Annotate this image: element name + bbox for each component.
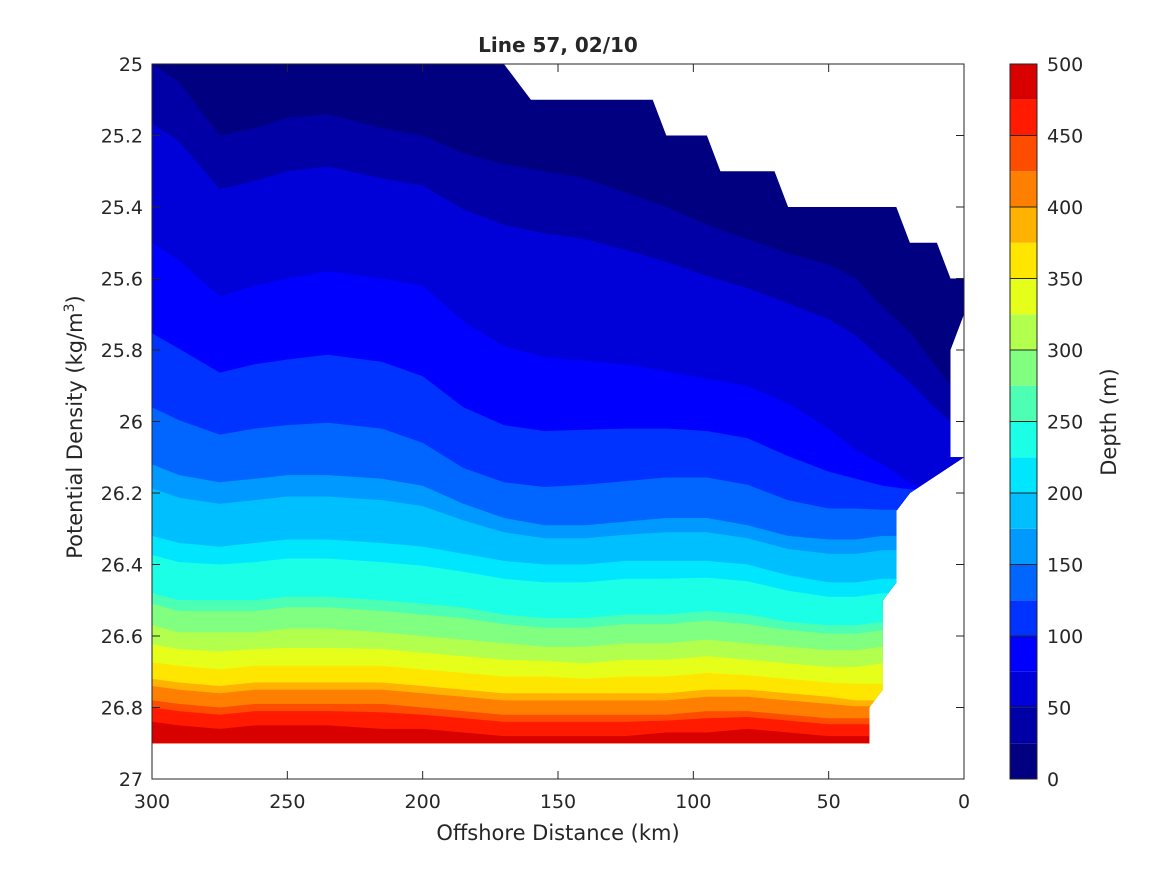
y-tick-label: 26.6 bbox=[101, 626, 143, 648]
colorbar-segment bbox=[1010, 528, 1037, 565]
x-tick-label: 200 bbox=[405, 791, 441, 813]
colorbar-tick-label: 100 bbox=[1047, 626, 1083, 648]
colorbar-segment bbox=[1010, 135, 1037, 172]
x-axis-label: Offshore Distance (km) bbox=[436, 821, 679, 845]
chart-title: Line 57, 02/10 bbox=[478, 33, 638, 57]
x-tick-label: 250 bbox=[269, 791, 305, 813]
colorbar-segment bbox=[1010, 99, 1037, 136]
x-tick-label: 0 bbox=[958, 791, 970, 813]
colorbar-segment bbox=[1010, 350, 1037, 386]
x-tick-label: 50 bbox=[817, 791, 841, 813]
colorbar-label: Depth (m) bbox=[1097, 368, 1121, 475]
colorbar-segment bbox=[1010, 242, 1037, 279]
y-axis-label-tail: ) bbox=[63, 295, 87, 303]
colorbar-segment bbox=[1010, 421, 1037, 458]
x-tick-label: 300 bbox=[134, 791, 170, 813]
colorbar-tick-label: 150 bbox=[1047, 555, 1083, 577]
colorbar-tick-label: 500 bbox=[1047, 54, 1083, 76]
contour-band-11 bbox=[152, 721, 964, 744]
y-tick-label: 26 bbox=[119, 412, 143, 434]
y-axis-label-superscript: 3 bbox=[62, 303, 78, 312]
y-tick-label: 26.2 bbox=[101, 483, 143, 505]
x-axis: 300 250 200 150 100 50 0 bbox=[134, 64, 970, 813]
y-axis-label: Potential Density (kg/m3) bbox=[62, 295, 87, 559]
colorbar-segment bbox=[1010, 457, 1037, 493]
colorbar-segment bbox=[1010, 564, 1037, 601]
y-tick-label: 26.4 bbox=[101, 555, 143, 577]
x-tick-label: 150 bbox=[540, 791, 576, 813]
colorbar-segment bbox=[1010, 278, 1037, 315]
colorbar-segment bbox=[1010, 600, 1037, 636]
colorbar-segment bbox=[1010, 171, 1037, 207]
colorbar-tick-label: 250 bbox=[1047, 412, 1083, 434]
y-tick-label: 26.8 bbox=[101, 698, 143, 720]
colorbar-tick-label: 200 bbox=[1047, 483, 1083, 505]
y-tick-label: 25.8 bbox=[101, 340, 143, 362]
colorbar-segment bbox=[1010, 707, 1037, 744]
colorbar-segment bbox=[1010, 385, 1037, 422]
y-tick-label: 27 bbox=[119, 769, 143, 791]
y-tick-label: 25.4 bbox=[101, 197, 143, 219]
colorbar-tick-label: 450 bbox=[1047, 126, 1083, 148]
colorbar-tick-label: 50 bbox=[1047, 698, 1071, 720]
y-axis: 25 25.2 25.4 25.6 25.8 26 26.2 26.4 26.6 26.8 27 bbox=[101, 54, 964, 791]
y-tick-label: 25.2 bbox=[101, 126, 143, 148]
colorbar-segment bbox=[1010, 743, 1037, 779]
colorbar-segment bbox=[1010, 671, 1037, 708]
colorbar-segment bbox=[1010, 314, 1037, 350]
colorbar-tick-label: 300 bbox=[1047, 340, 1083, 362]
y-axis-label-main: Potential Density (kg/m bbox=[63, 312, 87, 558]
y-tick-label: 25.6 bbox=[101, 269, 143, 291]
colorbar-tick-label: 0 bbox=[1047, 769, 1059, 791]
colorbar-tick-label: 350 bbox=[1047, 269, 1083, 291]
colorbar: 0 50 100 150 200 250 300 350 400 450 500 bbox=[1009, 54, 1083, 791]
colorbar-segment bbox=[1010, 636, 1037, 672]
y-tick-label: 25 bbox=[119, 54, 143, 76]
colorbar-segment bbox=[1010, 207, 1037, 243]
x-tick-label: 100 bbox=[675, 791, 711, 813]
colorbar-segment bbox=[1010, 493, 1037, 529]
colorbar-tick-label: 400 bbox=[1047, 197, 1083, 219]
colorbar-segment bbox=[1010, 64, 1037, 100]
